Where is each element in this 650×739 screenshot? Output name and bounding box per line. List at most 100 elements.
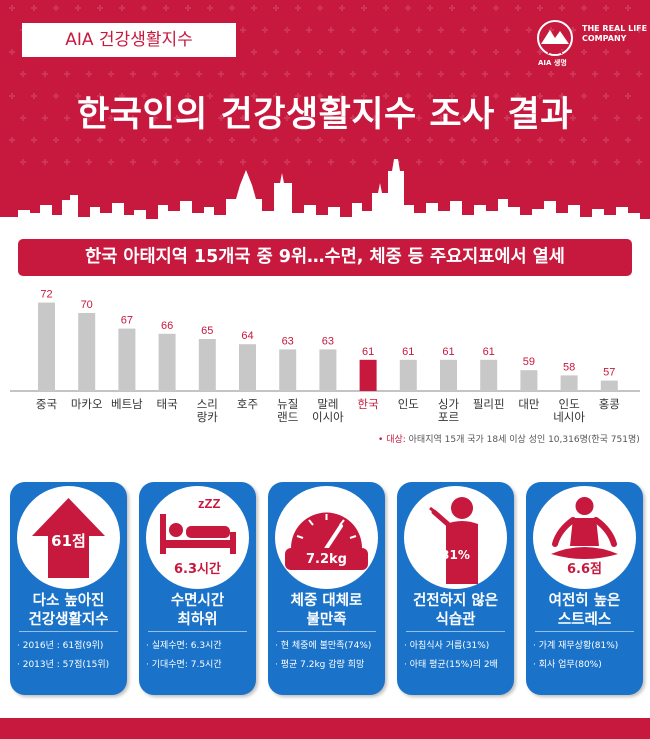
pattern-cross — [592, 159, 598, 165]
pattern-cross — [152, 71, 158, 77]
pattern-cross — [64, 115, 70, 121]
category-label: 랜드 — [277, 410, 298, 424]
bar-value-label: 67 — [121, 315, 133, 327]
pattern-cross — [207, 137, 213, 143]
pattern-cross — [570, 115, 576, 121]
pattern-cross — [614, 27, 620, 33]
pattern-cross — [273, 49, 279, 55]
pattern-cross — [460, 159, 466, 165]
pattern-cross — [592, 115, 598, 121]
pattern-cross — [438, 27, 444, 33]
aia-logo: AIA THE REAL LIFE COMPANY AIA 생명 — [533, 18, 647, 68]
city-skyline-silhouette — [0, 159, 650, 235]
pattern-cross — [64, 71, 70, 77]
pattern-cross — [328, 115, 334, 121]
category-label: 네시아 — [553, 410, 585, 424]
pattern-cross — [53, 137, 59, 143]
logo-tagline: THE REAL LIFE — [582, 24, 648, 33]
bar-value-label: 64 — [241, 330, 253, 342]
pattern-cross — [229, 93, 235, 99]
chart-note: • 대상: 아태지역 15개 국가 18세 이상 성인 10,316명(한국 7… — [378, 432, 646, 445]
pattern-cross — [229, 137, 235, 143]
pattern-cross — [328, 27, 334, 33]
pattern-cross — [603, 93, 609, 99]
pattern-cross — [526, 71, 532, 77]
pattern-cross — [361, 93, 367, 99]
pattern-cross — [185, 5, 191, 11]
aia-logo-mark-icon: AIA — [537, 20, 573, 56]
pattern-cross — [152, 115, 158, 121]
pattern-cross — [31, 93, 37, 99]
pattern-cross — [548, 71, 554, 77]
pattern-cross — [416, 71, 422, 77]
card-value: 61점 — [51, 532, 86, 550]
pattern-cross — [405, 137, 411, 143]
card-divider — [19, 631, 118, 632]
pattern-cross — [317, 49, 323, 55]
pattern-cross — [240, 71, 246, 77]
pattern-cross — [559, 137, 565, 143]
pattern-cross — [493, 5, 499, 11]
pattern-cross — [207, 93, 213, 99]
pattern-cross — [361, 5, 367, 11]
pattern-cross — [53, 5, 59, 11]
pattern-cross — [9, 93, 15, 99]
page-title: 한국인의 건강생활지수 조사 결과 — [77, 95, 573, 135]
bar-value-label: 61 — [442, 346, 454, 358]
pattern-cross — [339, 5, 345, 11]
pattern-cross — [603, 137, 609, 143]
pattern-cross — [207, 5, 213, 11]
card-bullet: · 아침식사 거름(31%) — [404, 641, 490, 651]
category-label: 랑카 — [197, 410, 219, 424]
pattern-cross — [339, 49, 345, 55]
pattern-cross — [31, 5, 37, 11]
pattern-cross — [383, 5, 389, 11]
pattern-cross — [240, 27, 246, 33]
pattern-cross — [218, 115, 224, 121]
pattern-cross — [394, 27, 400, 33]
pattern-cross — [42, 159, 48, 165]
pattern-cross — [427, 5, 433, 11]
pattern-cross — [548, 159, 554, 165]
pattern-cross — [262, 27, 268, 33]
pattern-cross — [240, 159, 246, 165]
bar-value-label: 57 — [603, 367, 615, 379]
card-sleep: zZZ 6.3시간 수면시간 최하위 · 실제수면: 6.3시간 · 기대수면: … — [139, 482, 256, 695]
pattern-cross — [9, 49, 15, 55]
pattern-cross — [130, 115, 136, 121]
pattern-cross — [581, 137, 587, 143]
pattern-cross — [64, 159, 70, 165]
pattern-cross — [196, 159, 202, 165]
pattern-cross — [141, 5, 147, 11]
pattern-cross — [317, 5, 323, 11]
category-label: 말레 — [317, 397, 338, 411]
category-label: 뉴질 — [277, 397, 298, 411]
pattern-cross — [97, 93, 103, 99]
category-label: 마카오 — [71, 397, 103, 411]
pattern-cross — [42, 71, 48, 77]
pattern-cross — [284, 159, 290, 165]
pattern-cross — [273, 5, 279, 11]
category-label: 포르 — [438, 410, 459, 424]
card-title: 여전히 높은 스트레스 — [548, 593, 621, 628]
pattern-cross — [251, 93, 257, 99]
pattern-cross — [306, 115, 312, 121]
card-bullets: · 현 체중에 불만족(74%) · 평균 7.2kg 감량 희망 — [275, 637, 383, 675]
pattern-cross — [504, 115, 510, 121]
pattern-cross — [185, 137, 191, 143]
bar — [399, 359, 417, 391]
pattern-cross — [295, 93, 301, 99]
pattern-cross — [108, 71, 114, 77]
card-bullet: · 2013년 : 57점(15위) — [17, 660, 110, 670]
header-banner: AIA 건강생활지수 AIA THE REAL LIFE COMPANY AIA… — [0, 0, 650, 235]
card-title: 수면시간 최하위 — [170, 593, 225, 628]
pattern-cross — [471, 49, 477, 55]
pattern-cross — [218, 159, 224, 165]
pattern-cross — [625, 137, 631, 143]
note-bullet-icon: • — [378, 435, 384, 445]
note-label: 대상: — [386, 435, 406, 445]
pattern-cross — [350, 115, 356, 121]
card-stress: 6.6점 여전히 높은 스트레스 · 가계 재무상황(81%) · 회사 업무(8… — [526, 482, 643, 695]
pattern-cross — [130, 71, 136, 77]
pattern-cross — [273, 137, 279, 143]
